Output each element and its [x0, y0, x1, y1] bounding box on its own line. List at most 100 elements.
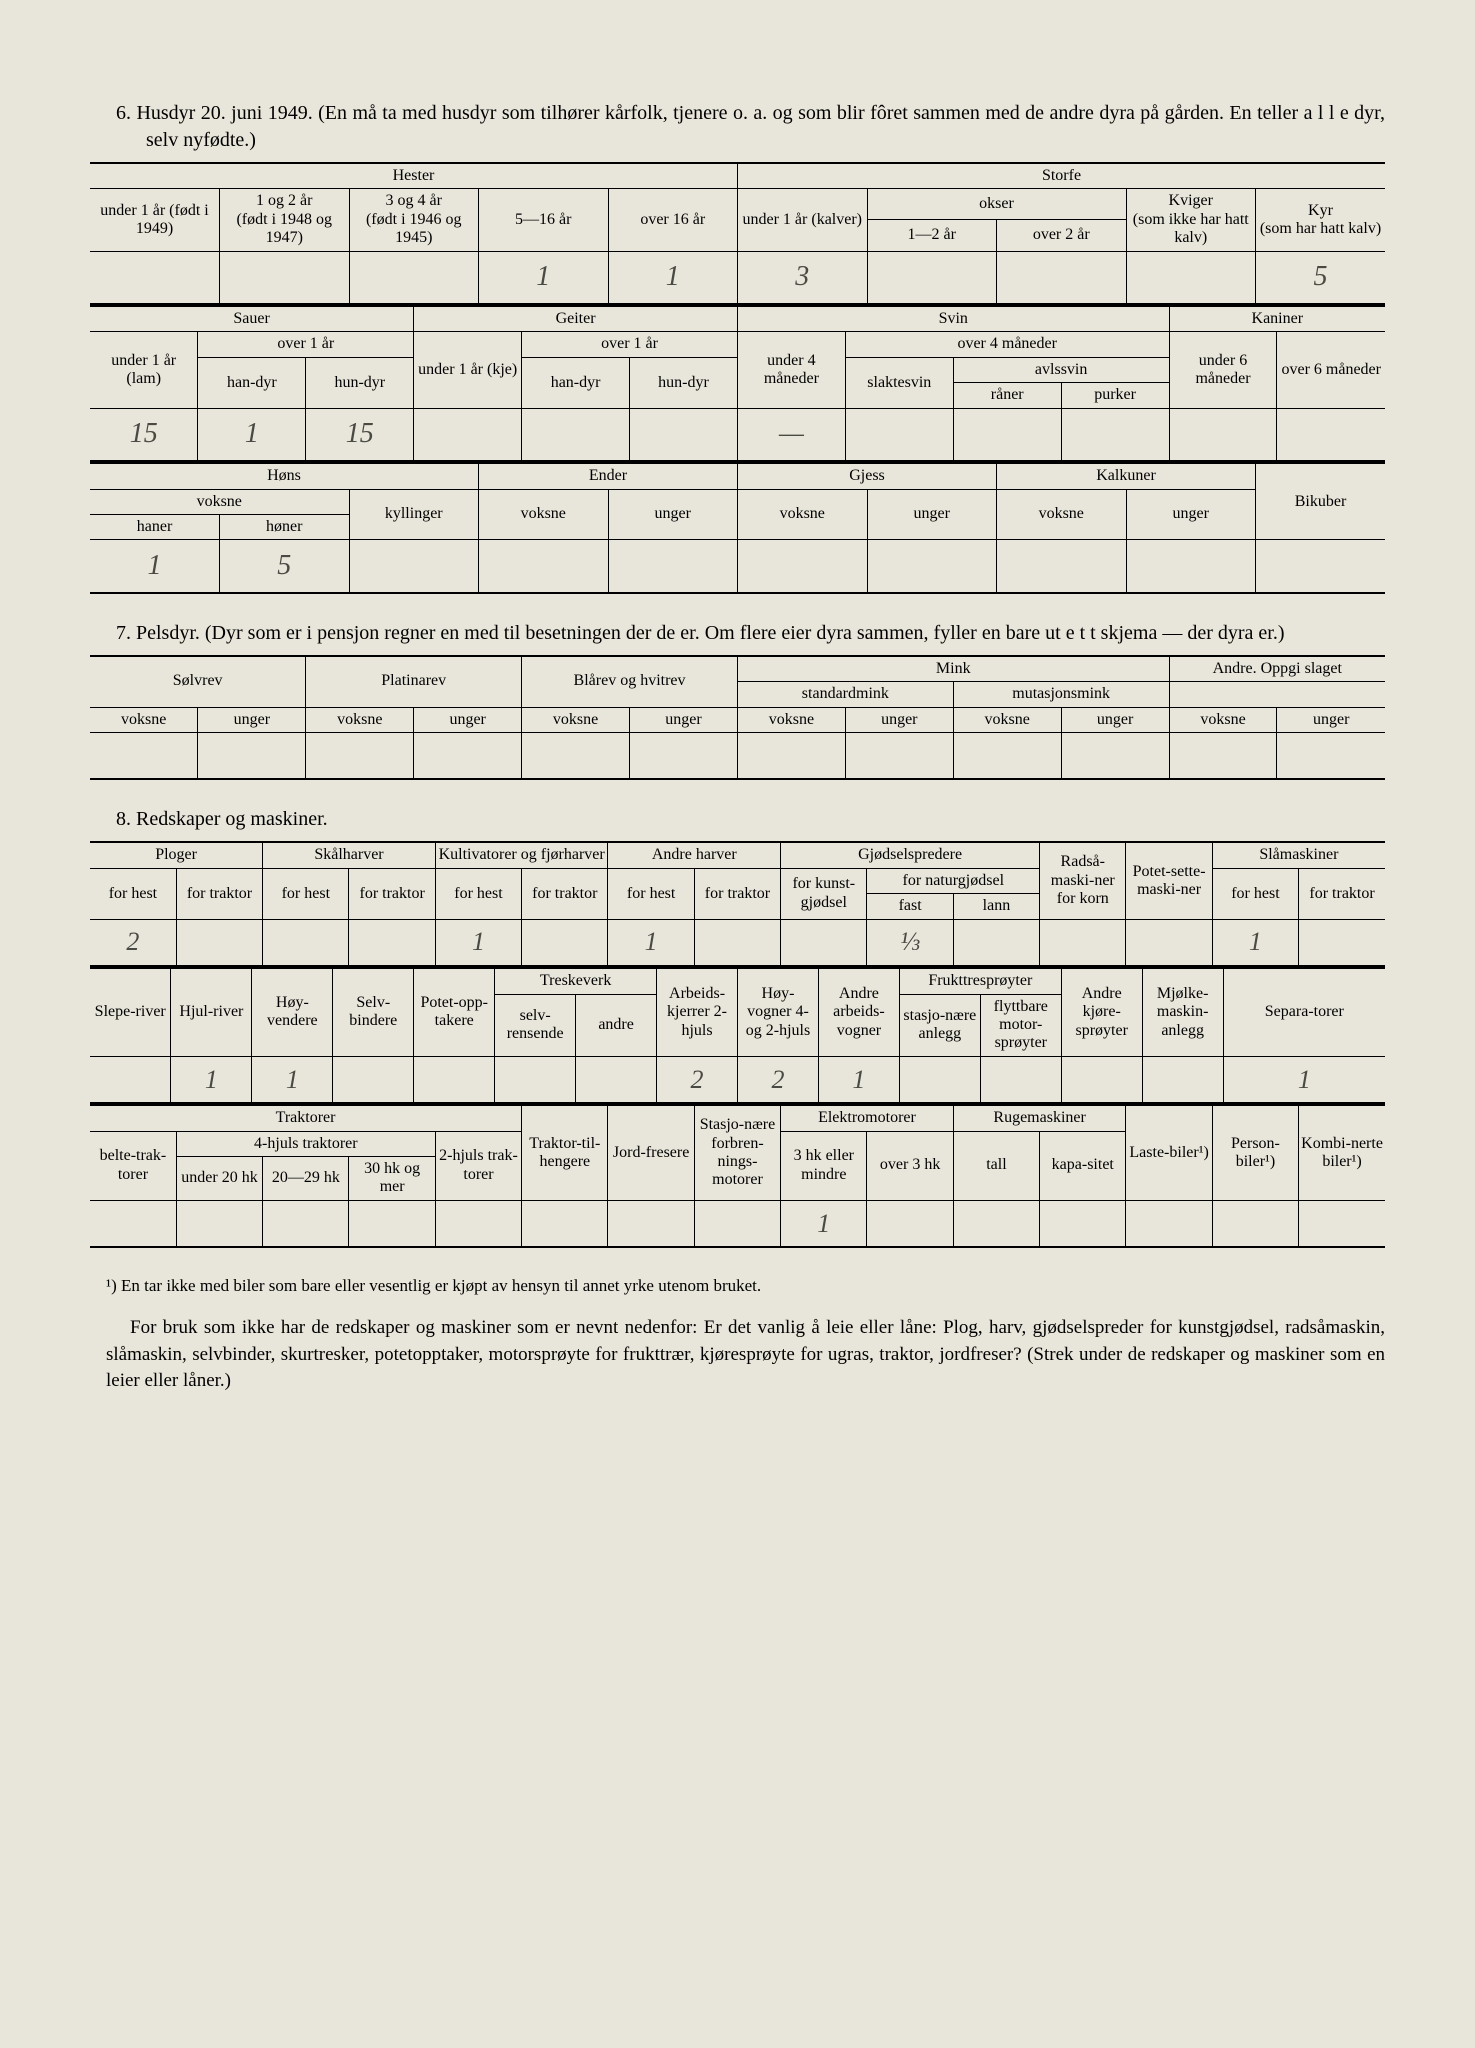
c-tall: tall: [953, 1131, 1039, 1200]
c-slakt: slaktesvin: [845, 357, 953, 408]
v7-4: [522, 732, 630, 778]
v8-3-4: [435, 1200, 521, 1246]
hd-solv: Sølvrev: [90, 657, 306, 707]
hd-elektro: Elektromotorer: [781, 1106, 954, 1131]
c-lann: lann: [953, 894, 1039, 919]
hd-storfe: Storfe: [738, 164, 1386, 189]
c-plog-t: for traktor: [176, 868, 262, 919]
v6-3-6: [867, 540, 997, 592]
v8-3-8: 1: [781, 1200, 867, 1246]
v8-3-5: [522, 1200, 608, 1246]
section6-table3: Høns Ender Gjess Kalkuner Bikuber voksne…: [90, 464, 1385, 592]
c-sla-t: for traktor: [1299, 868, 1385, 919]
v8-3-2: [263, 1200, 349, 1246]
v7-5: [630, 732, 738, 778]
v8-2-3: [333, 1056, 414, 1102]
section8-table1: Ploger Skålharver Kultivatorer og fjørha…: [90, 843, 1385, 965]
c-geiter-over1: over 1 år: [522, 332, 738, 357]
c7-v1: voksne: [90, 707, 198, 732]
v6-1-5: 3: [738, 251, 868, 303]
v8-3-3: [349, 1200, 435, 1246]
v6-2-11: [1277, 408, 1385, 460]
section7-heading: 7. Pelsdyr. (Dyr som er i pensjon regner…: [90, 620, 1385, 647]
v6-3-9: [1256, 540, 1386, 592]
hd-andh: Andre harver: [608, 843, 781, 868]
hd-trtil: Traktor-til-hengere: [522, 1106, 608, 1200]
section8-table2: Slepe-river Hjul-river Høy-vendere Selv-…: [90, 969, 1385, 1102]
c-3og4: 3 og 4 år(født i 1946 og 1945): [349, 189, 479, 251]
v8-2-6: [576, 1056, 657, 1102]
v8-3-7: [694, 1200, 780, 1246]
v6-1-7: [997, 251, 1127, 303]
c-belte: belte-trak-torer: [90, 1131, 176, 1200]
v6-2-6: —: [737, 408, 845, 460]
section8-table1-wrap: Ploger Skålharver Kultivatorer og fjørha…: [90, 841, 1385, 967]
v6-3-0: 1: [90, 540, 220, 592]
hd-plog: Ploger: [90, 843, 263, 868]
v7-1: [198, 732, 306, 778]
v7-10: [1169, 732, 1277, 778]
hd-poteto: Potet-opp-takere: [414, 969, 495, 1056]
hd-hoyv: Høy-vendere: [252, 969, 333, 1056]
v6-1-6: [867, 251, 997, 303]
v8-3-14: [1299, 1200, 1385, 1246]
c-hons-voksne: voksne: [90, 489, 349, 514]
section8-num: 8.: [116, 808, 131, 830]
c-kalver: under 1 år (kalver): [738, 189, 868, 251]
v8-1-9: ⅓: [867, 919, 953, 965]
v6-3-1: 5: [220, 540, 350, 592]
v8-1-2: [263, 919, 349, 965]
v8-2-5: [495, 1056, 576, 1102]
v6-3-4: [608, 540, 738, 592]
v7-7: [845, 732, 953, 778]
c-skal-t: for traktor: [349, 868, 435, 919]
c-geiter-hun: hun-dyr: [630, 357, 738, 408]
c7-u6: unger: [1277, 707, 1385, 732]
v8-2-4: [414, 1056, 495, 1102]
hd-andarb: Andre arbeids-vogner: [818, 969, 899, 1056]
hd-hester: Hester: [90, 164, 738, 189]
v6-1-1: [220, 251, 350, 303]
v6-2-0: 15: [90, 408, 198, 460]
hd-geiter: Geiter: [414, 307, 738, 332]
c-selvr: selv-rensende: [495, 994, 576, 1056]
section6-table1: Hester Storfe under 1 år (født i 1949) 1…: [90, 164, 1385, 303]
c-2029: 20—29 hk: [263, 1156, 349, 1200]
v6-1-3: 1: [479, 251, 609, 303]
hd-andksp: Andre kjøre-sprøyter: [1061, 969, 1142, 1056]
c-gjess-u: unger: [867, 489, 997, 540]
c7-u3: unger: [630, 707, 738, 732]
section7-table-wrap: Sølvrev Platinarev Blårev og hvitrev Min…: [90, 655, 1385, 781]
c-ender-u: unger: [608, 489, 738, 540]
v7-8: [953, 732, 1061, 778]
hd-skal: Skålharver: [263, 843, 436, 868]
hd-gjod: Gjødselspredere: [781, 843, 1040, 868]
c-kult-t: for traktor: [522, 868, 608, 919]
v6-1-8: [1126, 251, 1256, 303]
v8-3-11: [1040, 1200, 1126, 1246]
hd-frukt: Frukttresprøyter: [899, 969, 1061, 994]
v7-9: [1061, 732, 1169, 778]
v8-3-13: [1212, 1200, 1298, 1246]
v6-3-8: [1126, 540, 1256, 592]
hd-jordf: Jord-fresere: [608, 1106, 694, 1200]
c-kyr: Kyr(som har hatt kalv): [1256, 189, 1386, 251]
c-kult-h: for hest: [435, 868, 521, 919]
hd-potet: Potet-sette-maski-ner: [1126, 843, 1212, 919]
c-avls: avlssvin: [953, 357, 1169, 382]
c7-v6: voksne: [1169, 707, 1277, 732]
hd-laste: Laste-biler¹): [1126, 1106, 1212, 1200]
c-kalk-u: unger: [1126, 489, 1256, 540]
section6-table2-wrap: Sauer Geiter Svin Kaniner under 1 år (la…: [90, 305, 1385, 462]
v8-2-7: 2: [657, 1056, 738, 1102]
c-4hj: 4-hjuls traktorer: [176, 1131, 435, 1156]
section8-table3-wrap: Traktorer Traktor-til-hengere Jord-frese…: [90, 1104, 1385, 1248]
hd-svin: Svin: [737, 307, 1169, 332]
hd-bla: Blårev og hvitrev: [522, 657, 738, 707]
section6-table3-wrap: Høns Ender Gjess Kalkuner Bikuber voksne…: [90, 462, 1385, 594]
hd-andre: Andre. Oppgi slaget: [1169, 657, 1385, 682]
c-okser: okser: [867, 189, 1126, 220]
c-sauer-han: han-dyr: [198, 357, 306, 408]
v7-0: [90, 732, 198, 778]
v8-1-12: [1126, 919, 1212, 965]
